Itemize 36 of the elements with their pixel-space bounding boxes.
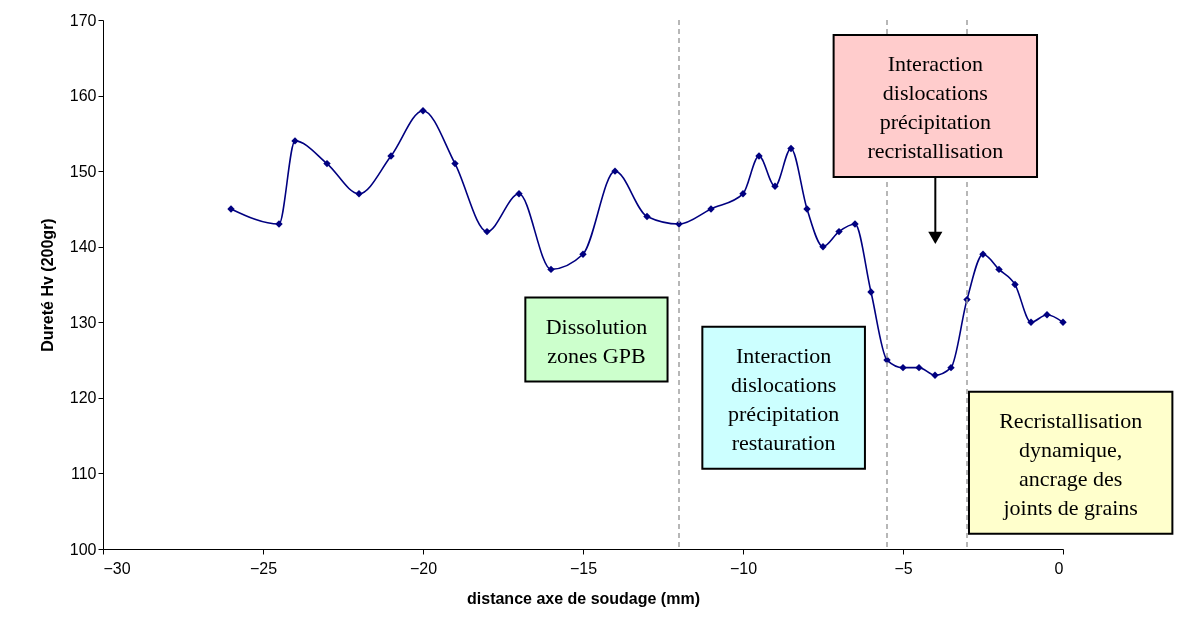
point: [915, 363, 923, 372]
y-tick-label: 140: [69, 238, 97, 256]
y-tick-label: 100: [69, 540, 97, 558]
x-tick-label: −10: [729, 559, 758, 577]
annotation: Recristallisation dynamique, ancrage des joints de grains: [999, 407, 1143, 520]
y-tick-label: 130: [69, 313, 97, 331]
y-tick-label: 120: [69, 389, 97, 407]
y-axis-title: Dureté Hv (200gr): [38, 218, 56, 352]
point: [451, 159, 459, 168]
point: [787, 144, 795, 153]
x-tick-label: −30: [103, 559, 131, 577]
point: [1043, 311, 1051, 319]
point: [899, 363, 907, 372]
x-tick-label: −25: [249, 559, 278, 577]
x-tick-label: 0: [1054, 559, 1064, 577]
point: [1011, 280, 1019, 289]
point: [835, 227, 843, 236]
point: [995, 265, 1003, 274]
point: [323, 159, 331, 168]
x-tick-label: −20: [409, 559, 438, 577]
y-tick-label: 160: [69, 87, 97, 105]
point: [547, 265, 555, 274]
point: [819, 243, 827, 251]
x-axis-title: distance axe de soudage (mm): [467, 589, 700, 607]
y-tick-label: 150: [69, 162, 97, 180]
point: [419, 106, 427, 115]
annotation: Interaction dislocations précipitation recristallisation: [867, 50, 1004, 163]
point: [643, 212, 651, 221]
y-tick-label: 170: [69, 11, 97, 29]
x-tick-label: −15: [569, 559, 598, 577]
annotation: Dissolution zones GPB: [545, 313, 648, 368]
point: [947, 363, 955, 372]
y-tick-label: 110: [70, 464, 97, 482]
x-tick-label: −5: [894, 559, 913, 577]
point: [483, 227, 491, 236]
annotation: Interaction dislocations précipitation restauration: [728, 342, 840, 455]
